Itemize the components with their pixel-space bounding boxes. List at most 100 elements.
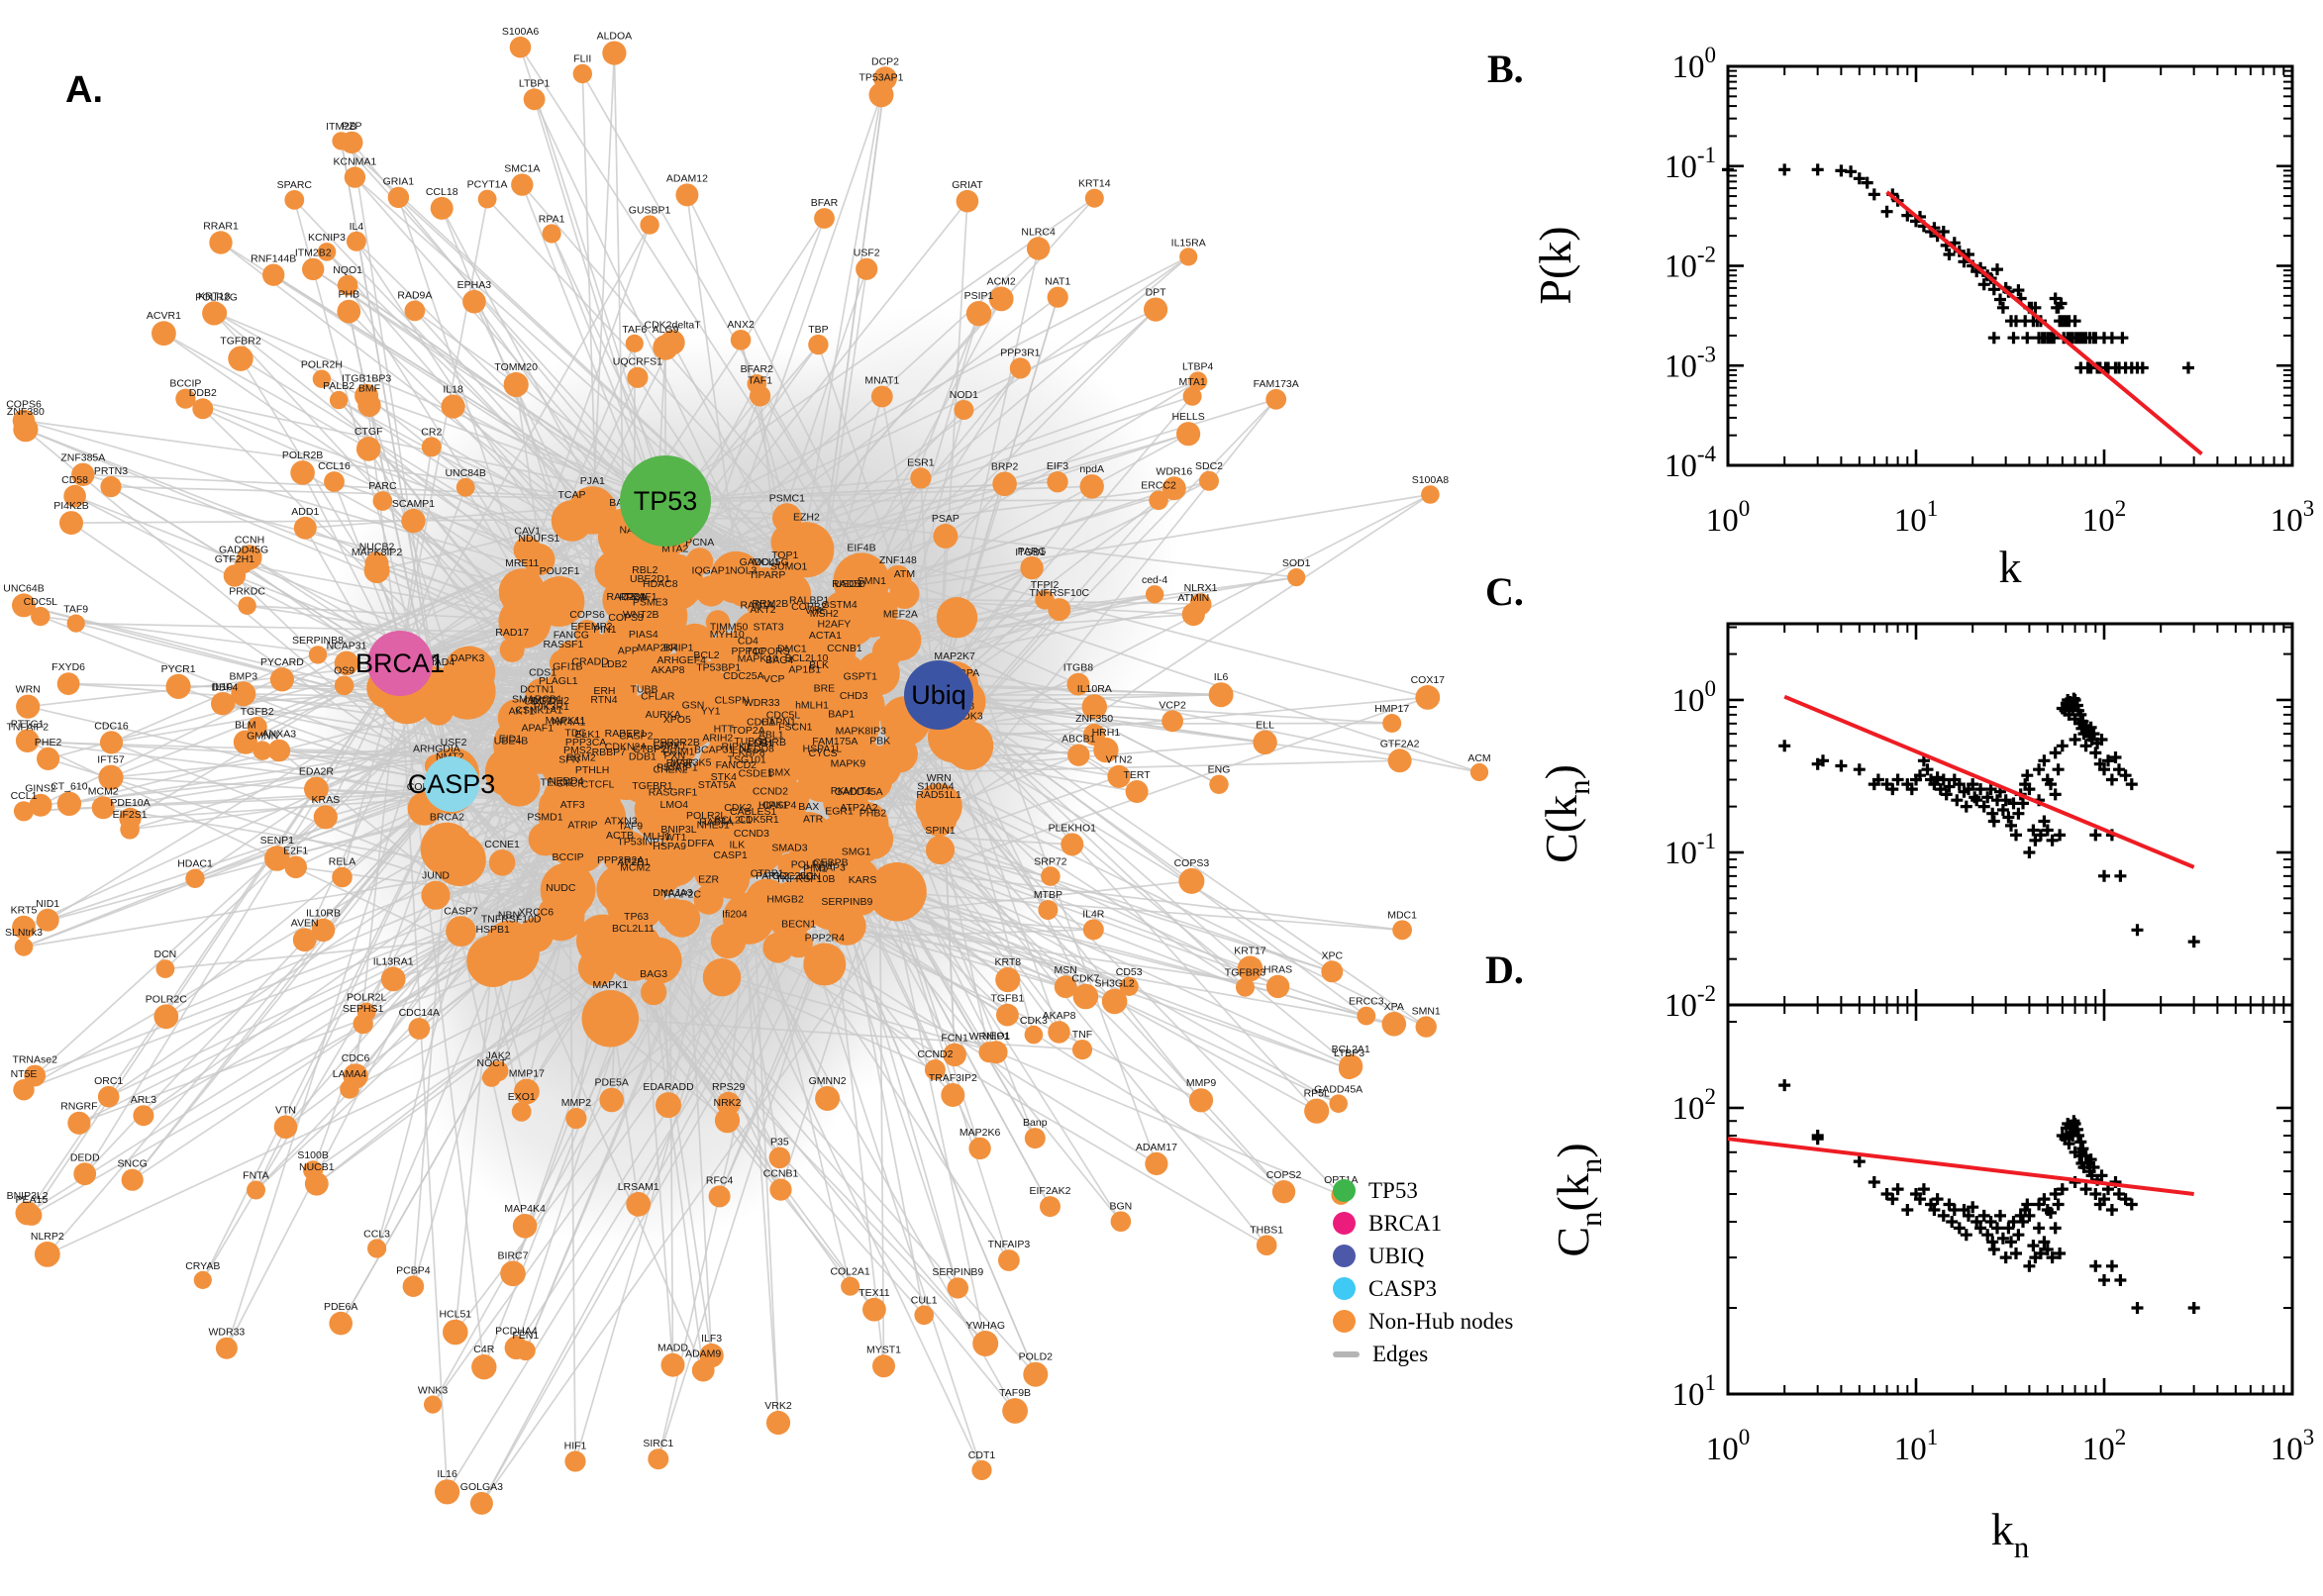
gene-label: TNFRSF10B [775, 873, 835, 885]
gene-label: BLM [235, 720, 256, 732]
gene-label: VCP2 [1159, 699, 1186, 711]
gene-label: BRE [814, 683, 836, 695]
panel-c-letter: C. [1485, 569, 1524, 614]
network-node [640, 215, 659, 235]
gene-label: LDB2 [601, 658, 627, 670]
gene-label: DBF4 [211, 682, 238, 694]
network-node [487, 1060, 509, 1082]
gene-label: PPP3CA [565, 737, 606, 748]
gene-label: DFFA [687, 838, 714, 849]
gene-label: BCAP31 [694, 745, 734, 756]
scatter-points [1778, 1079, 2200, 1314]
network-node [1079, 474, 1104, 499]
network-node [192, 398, 214, 420]
network-node [956, 189, 979, 213]
plot-panel-d: 102 101 100 101 102 103 Cn(kn) kn [1548, 1003, 2315, 1564]
gene-label: ATMIN [1177, 592, 1209, 604]
gene-label: AVEN [291, 917, 319, 929]
gene-label: TP63 [624, 911, 649, 923]
gene-label: SERPINB9 [932, 1266, 983, 1278]
gene-label: CCND2 [917, 1048, 953, 1060]
gene-label: C4R [473, 1344, 494, 1355]
tick-label: 103 [2271, 496, 2315, 539]
gene-label: IL15RA [1171, 237, 1206, 249]
gene-label: TAF9 [618, 821, 643, 833]
gene-label: CCND2 [753, 785, 788, 797]
gene-label: PKMYT1 [831, 785, 872, 797]
gene-label: PDE5A [594, 1077, 628, 1089]
gene-label: MAP2K6 [960, 1127, 1001, 1139]
gene-label: ZNF385A [60, 452, 105, 464]
gene-label: CR2 [421, 427, 442, 439]
network-node [402, 1275, 425, 1297]
gene-label: ALG9 [653, 324, 679, 336]
gene-label: TNFRSF10C [1029, 587, 1089, 599]
gene-label: VTN [275, 1105, 296, 1117]
gene-label: IFT57 [97, 754, 125, 766]
scatter-points [1778, 692, 2200, 948]
network-node [1060, 833, 1084, 856]
gene-label: XPO5 [663, 714, 691, 726]
gene-label: ATR [803, 814, 824, 826]
gene-label: POU2F1 [540, 565, 580, 577]
gene-label: BRCA2 [430, 812, 464, 824]
gene-label: P35 [770, 1137, 789, 1148]
network-node [564, 1450, 586, 1472]
gene-label: BNIP3L [660, 824, 696, 836]
gene-label: FKBP8 [732, 747, 764, 758]
gene-label: CHEK2 [653, 764, 687, 776]
gene-label: SENP1 [260, 835, 295, 847]
gene-label: H2AFY [817, 619, 851, 631]
gene-label: RBBP7 [592, 747, 627, 758]
network-node [584, 705, 624, 745]
gene-label: YWHAG [965, 1320, 1005, 1332]
gene-label: DCTN1 [520, 684, 555, 696]
gene-label: SNCG [118, 1158, 148, 1170]
gene-label: TDG [564, 728, 586, 740]
network-node [498, 568, 546, 616]
network-node [1082, 919, 1104, 941]
network-node [1256, 1235, 1277, 1255]
gene-label: PCDHA4 [495, 1326, 538, 1338]
gene-label: RELA [329, 856, 355, 868]
gene-label: ELL [1256, 720, 1274, 732]
network-node [1253, 730, 1277, 754]
gene-label: POLR2C [146, 993, 187, 1005]
gene-label: RP5L [1304, 1088, 1330, 1100]
gene-label: PARK2 [756, 870, 789, 882]
gene-label: ILF3 [701, 1333, 722, 1345]
network-node [1149, 490, 1168, 511]
y-axis-label-b: P(k) [1530, 226, 1580, 304]
gene-label: NQO1 [333, 264, 362, 276]
gene-label: ACM2 [987, 276, 1016, 288]
gene-label: DCN [154, 948, 177, 960]
network-node [988, 286, 1014, 312]
gene-label: ABCB1 [1061, 734, 1096, 746]
gene-label: SMN1 [1412, 1005, 1441, 1017]
gene-label: ZNF350 [1075, 713, 1113, 725]
network-node [311, 918, 336, 943]
gene-label: CSDE1 [739, 768, 773, 780]
gene-label: KRT17 [1234, 946, 1266, 957]
network-node [509, 36, 532, 58]
network-node [873, 66, 897, 91]
gene-label: TP53INP1 [617, 837, 665, 848]
network-node [778, 522, 835, 578]
network-node [214, 692, 236, 714]
gene-label: GADD45A [1314, 1083, 1363, 1095]
gene-label: BRIP1 [663, 643, 694, 654]
network-node [923, 791, 949, 816]
gene-label: EDA2R [299, 766, 334, 778]
network-node [1066, 672, 1090, 696]
network-node [978, 1042, 1000, 1063]
gene-label: MAPK11 [546, 715, 586, 727]
gene-label: FANCG [554, 630, 589, 642]
gene-label: TFPI2 [1031, 579, 1060, 591]
tick-label: 101 [1894, 496, 1939, 539]
gene-label: PLAGL1 [539, 675, 578, 687]
tick-label: 103 [2271, 1425, 2315, 1467]
network-node [995, 967, 1021, 993]
network-node [763, 608, 806, 651]
network-node [702, 958, 742, 997]
scatter-points [1722, 163, 2194, 374]
